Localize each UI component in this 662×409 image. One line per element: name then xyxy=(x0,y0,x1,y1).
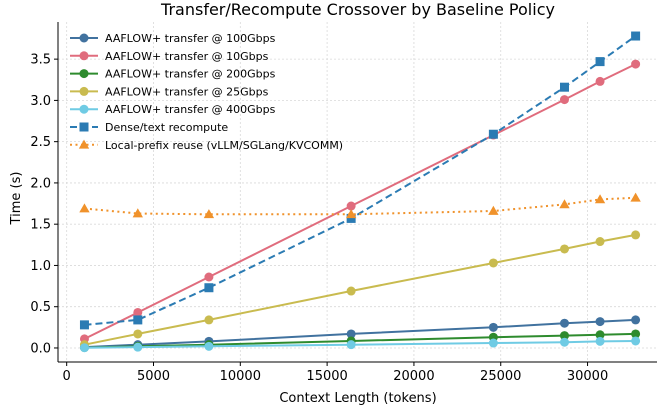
data-point xyxy=(346,213,356,223)
data-point xyxy=(595,336,605,346)
series-line xyxy=(84,63,637,340)
axes: 0 5000 10000 15000 20000 25000 30000 0.0 0.5 1.0 1… xyxy=(30,22,657,384)
data-point xyxy=(133,315,143,325)
data-point xyxy=(631,230,641,240)
legend-entry: AAFLOW+ transfer @ 100Gbps xyxy=(70,32,276,45)
y-tick-label: 3.5 xyxy=(30,53,51,68)
series-line xyxy=(84,340,636,349)
legend-marker xyxy=(79,122,89,132)
y-tick-label: 0.0 xyxy=(30,341,51,356)
legend-label: AAFLOW+ transfer @ 25Gbps xyxy=(105,85,269,98)
legend-marker xyxy=(79,86,89,96)
data-point xyxy=(133,329,143,339)
legend-marker xyxy=(79,51,89,61)
series-line xyxy=(84,233,636,346)
data-point xyxy=(79,343,89,353)
y-axis-title: Time (s) xyxy=(9,172,24,226)
x-tick-label: 10000 xyxy=(220,369,261,384)
data-point xyxy=(488,338,498,348)
data-point xyxy=(559,337,569,347)
x-tick-label: 20000 xyxy=(393,369,434,384)
data-point xyxy=(559,82,569,92)
y-tick-label: 2.5 xyxy=(30,135,51,150)
x-tick-label: 0 xyxy=(63,369,71,384)
data-point xyxy=(595,57,605,67)
chart-title: Transfer/Recompute Crossover by Baseline… xyxy=(160,0,555,19)
data-point xyxy=(203,209,215,219)
data-point xyxy=(559,244,569,254)
legend: AAFLOW+ transfer @ 100Gbps AAFLOW+ transf… xyxy=(70,32,343,152)
legend-label: AAFLOW+ transfer @ 200Gbps xyxy=(105,68,276,81)
legend-marker xyxy=(79,69,89,79)
y-tick-label: 1.0 xyxy=(30,259,51,274)
data-point xyxy=(133,307,143,317)
data-point xyxy=(595,317,605,327)
series-5 xyxy=(79,31,641,330)
data-point xyxy=(631,31,641,41)
legend-marker xyxy=(79,33,89,43)
x-tick-label: 25000 xyxy=(480,369,521,384)
data-point xyxy=(346,201,356,211)
data-point xyxy=(488,258,498,268)
data-point xyxy=(132,208,143,218)
series-4 xyxy=(79,336,641,353)
data-point xyxy=(595,330,605,340)
legend-marker xyxy=(78,139,90,149)
legend-entry: AAFLOW+ transfer @ 400Gbps xyxy=(70,103,276,116)
data-point xyxy=(595,237,605,247)
data-point xyxy=(345,209,357,219)
legend-entry: AAFLOW+ transfer @ 10Gbps xyxy=(70,50,269,63)
y-tick-label: 1.5 xyxy=(30,218,51,233)
data-point xyxy=(346,286,356,296)
data-point xyxy=(204,283,214,293)
data-point xyxy=(559,199,570,209)
data-point xyxy=(488,205,499,215)
data-point xyxy=(79,203,90,213)
data-point xyxy=(631,329,641,339)
data-point xyxy=(204,315,214,325)
series-1 xyxy=(79,59,641,344)
data-point xyxy=(559,331,569,341)
series-line xyxy=(84,35,637,326)
x-axis-title: Context Length (tokens) xyxy=(279,391,436,406)
series-group xyxy=(79,31,641,353)
legend-label: AAFLOW+ transfer @ 400Gbps xyxy=(105,103,276,116)
data-point xyxy=(204,272,214,282)
data-point xyxy=(631,336,641,346)
y-tick-label: 0.5 xyxy=(30,300,51,315)
x-tick-label: 5000 xyxy=(137,369,170,384)
legend-entry: AAFLOW+ transfer @ 25Gbps xyxy=(70,85,269,98)
legend-entry: AAFLOW+ transfer @ 200Gbps xyxy=(70,68,276,81)
legend-entry: Dense/text recompute xyxy=(70,121,228,134)
x-tick-label: 30000 xyxy=(567,369,608,384)
data-point xyxy=(488,129,498,139)
x-tick-label: 15000 xyxy=(306,369,347,384)
data-point xyxy=(133,342,143,352)
grid xyxy=(58,22,657,362)
data-point xyxy=(346,329,356,339)
data-point xyxy=(488,322,498,332)
data-point xyxy=(79,320,89,330)
legend-marker xyxy=(79,104,89,114)
data-point xyxy=(559,95,569,105)
data-point xyxy=(630,192,641,202)
data-point xyxy=(559,318,569,328)
data-point xyxy=(595,76,605,86)
legend-label: AAFLOW+ transfer @ 10Gbps xyxy=(105,50,269,63)
data-point xyxy=(346,340,356,350)
legend-label: AAFLOW+ transfer @ 100Gbps xyxy=(105,32,276,45)
legend-label: Dense/text recompute xyxy=(105,121,228,134)
data-point xyxy=(594,194,606,204)
series-6 xyxy=(79,192,641,219)
series-line xyxy=(84,318,636,349)
y-tick-label: 3.0 xyxy=(30,94,51,109)
data-point xyxy=(631,315,641,325)
data-point xyxy=(631,59,641,69)
series-3 xyxy=(79,230,641,350)
data-point xyxy=(204,341,214,351)
y-tick-label: 2.0 xyxy=(30,176,51,191)
legend-entry: Local-prefix reuse (vLLM/SGLang/KVCOMM) xyxy=(70,139,343,152)
legend-label: Local-prefix reuse (vLLM/SGLang/KVCOMM) xyxy=(105,139,343,152)
